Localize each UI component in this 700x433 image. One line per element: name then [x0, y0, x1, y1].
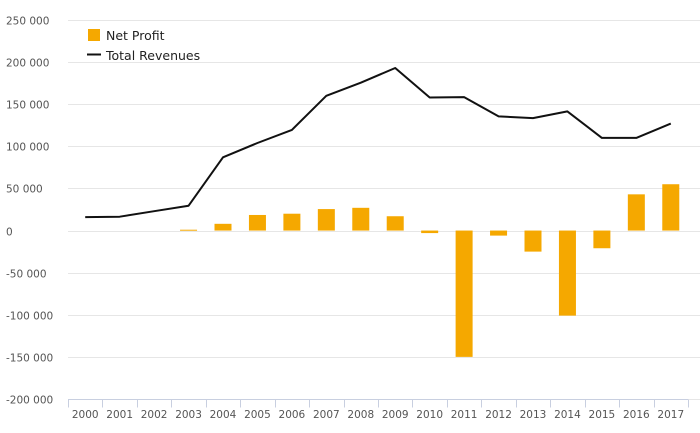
x-tick-label: 2016	[623, 409, 650, 421]
x-tick-label: 2009	[382, 409, 409, 421]
y-tick-label: -50 000	[6, 269, 47, 281]
x-tick-label: 2000	[72, 409, 99, 421]
legend-net-profit-label: Net Profit	[106, 28, 165, 43]
x-tick-label: 2012	[485, 409, 512, 421]
net-profit-bar	[248, 214, 266, 231]
y-tick-label: 100 000	[6, 142, 49, 154]
x-tick-label: 2001	[106, 409, 133, 421]
net-profit-bar	[317, 209, 335, 231]
net-profit-bar	[662, 184, 680, 231]
x-axis: 2000 2001 2002 2003 2004 2005 2006 2007 2008 2009…	[68, 399, 689, 421]
total-revenues-line-path	[85, 67, 672, 219]
net-profit-bar	[558, 230, 576, 316]
x-tick-label: 2007	[313, 409, 340, 421]
net-profit-bar	[283, 213, 301, 231]
y-tick-label: -150 000	[6, 353, 53, 365]
x-tick-label: 2010	[416, 409, 443, 421]
y-tick-label: 0	[6, 227, 13, 239]
x-tick-label: 2014	[554, 409, 581, 421]
y-tick-label: -200 000	[6, 395, 53, 407]
x-tick-label: 2002	[141, 409, 168, 421]
net-profit-bar	[490, 230, 508, 236]
x-tick-label: 2017	[657, 409, 684, 421]
net-profit-bar	[524, 230, 542, 252]
x-tick-label: 2004	[210, 409, 237, 421]
legend: Net Profit Total Revenues	[87, 28, 200, 63]
net-profit-bar	[352, 207, 370, 231]
net-profit-bar	[627, 194, 645, 231]
net-profit-bars	[180, 184, 680, 357]
legend-net-profit-swatch	[88, 29, 100, 41]
net-profit-bar	[214, 223, 232, 231]
x-tick-label: 2011	[451, 409, 478, 421]
y-axis-ticks: 250 000 200 000 150 000 100 000 50 000 0 -50 0…	[6, 16, 53, 407]
x-tick-label: 2008	[347, 409, 374, 421]
y-tick-label: -100 000	[6, 311, 53, 323]
y-tick-label: 150 000	[6, 100, 49, 112]
x-tick-label: 2003	[175, 409, 202, 421]
y-tick-label: 200 000	[6, 58, 49, 70]
net-profit-bar	[593, 230, 611, 249]
net-profit-bar	[180, 229, 198, 231]
x-tick-label: 2005	[244, 409, 271, 421]
total-revenues-line	[85, 67, 672, 219]
y-tick-label: 250 000	[6, 16, 49, 28]
net-profit-bar	[421, 230, 439, 234]
x-tick-label: 2015	[589, 409, 616, 421]
net-profit-bar	[386, 216, 404, 231]
x-tick-label: 2013	[520, 409, 547, 421]
net-profit-bar	[455, 230, 473, 357]
y-tick-label: 50 000	[6, 184, 43, 196]
x-tick-label: 2006	[279, 409, 306, 421]
legend-total-revenues-label: Total Revenues	[105, 48, 200, 63]
